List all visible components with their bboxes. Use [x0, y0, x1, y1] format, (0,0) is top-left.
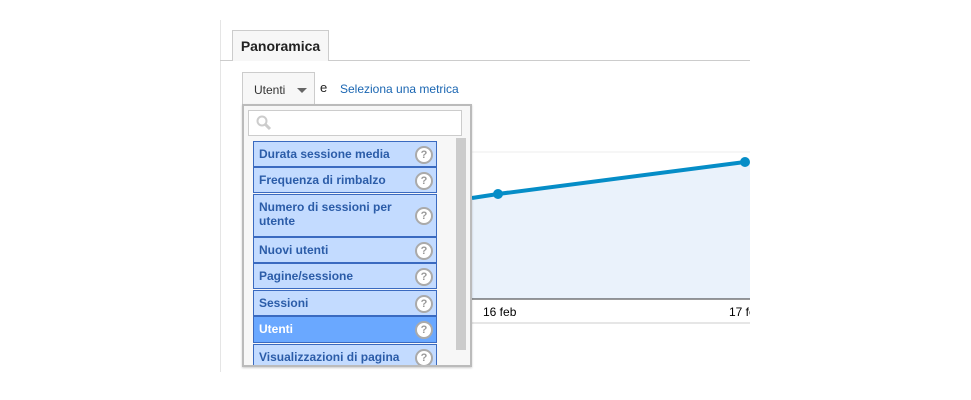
dropdown-item[interactable]: Pagine/sessione? [253, 263, 437, 289]
help-icon[interactable]: ? [415, 242, 433, 260]
help-icon[interactable]: ? [415, 321, 433, 339]
chart-area-fill [472, 162, 750, 299]
dropdown-item[interactable]: Frequenza di rimbalzo? [253, 167, 437, 193]
dropdown-item[interactable]: Visualizzazioni di pagina? [253, 344, 437, 365]
dropdown-item[interactable]: Utenti? [253, 316, 437, 343]
help-icon[interactable]: ? [415, 349, 433, 365]
help-icon[interactable]: ? [415, 172, 433, 190]
dropdown-item-label: Sessioni [259, 296, 309, 310]
help-icon[interactable]: ? [415, 268, 433, 286]
dropdown-item-label: Frequenza di rimbalzo [259, 173, 386, 187]
divider [220, 60, 750, 61]
dropdown-item-label: Nuovi utenti [259, 243, 329, 257]
metric-search-input[interactable] [248, 110, 462, 136]
dropdown-item[interactable]: Sessioni? [253, 290, 437, 316]
search-icon [256, 115, 272, 131]
data-point [493, 189, 503, 199]
help-icon[interactable]: ? [415, 207, 433, 225]
select-metric-link[interactable]: Seleziona una metrica [340, 82, 459, 96]
tab-panoramica[interactable]: Panoramica [232, 30, 329, 61]
conjunction-label: e [320, 80, 328, 95]
help-icon[interactable]: ? [415, 146, 433, 164]
line-chart: 16 feb 17 feb [471, 151, 750, 324]
dropdown-item-label: Visualizzazioni di pagina [259, 350, 400, 364]
data-point [740, 157, 750, 167]
dropdown-item[interactable]: Durata sessione media? [253, 141, 437, 167]
scrollbar[interactable] [456, 138, 466, 350]
caret-down-icon [297, 88, 307, 93]
dropdown-item[interactable]: Nuovi utenti? [253, 237, 437, 263]
divider [220, 20, 221, 372]
metric-dropdown-panel: Durata sessione media? Frequenza di rimba… [242, 104, 472, 367]
help-icon[interactable]: ? [415, 295, 433, 313]
dropdown-item-label: Numero di sessioni per utente [259, 200, 392, 228]
dropdown-item[interactable]: Numero di sessioni per utente? [253, 194, 437, 237]
dropdown-item-label: Pagine/sessione [259, 269, 354, 283]
metric-dropdown-button[interactable]: Utenti [242, 72, 315, 105]
x-tick-label: 17 feb [729, 305, 750, 319]
dropdown-item-label: Utenti [259, 322, 293, 336]
selected-metric: Utenti [254, 83, 286, 97]
x-tick-label: 16 feb [483, 305, 517, 319]
dropdown-item-label: Durata sessione media [259, 147, 390, 161]
